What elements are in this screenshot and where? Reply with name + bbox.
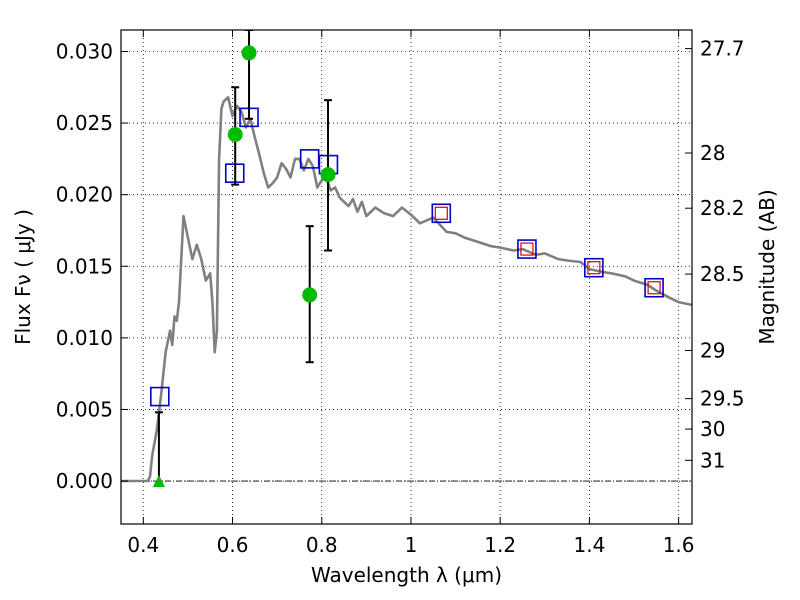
magnitude-tick-label: 30	[700, 417, 725, 441]
model-photometry-box-inner	[520, 242, 534, 256]
x-tick-label: 1.4	[573, 533, 605, 557]
y-tick-label: 0.005	[56, 397, 113, 421]
model-sed-line	[121, 96, 692, 483]
model-photometry-box	[431, 203, 452, 224]
magnitude-tick-label: 28.2	[700, 196, 745, 220]
y-tick-label: 0.010	[56, 326, 113, 350]
model-sed-layer	[121, 96, 692, 483]
model-photometry-box	[517, 239, 537, 259]
y-tick-label: 0.030	[56, 39, 113, 63]
y-tick-label: 0.000	[56, 469, 113, 493]
model-photometry-layer	[150, 107, 664, 407]
observed-point	[227, 127, 243, 143]
x-axis-ticks: 0.4 0.6 0.8 1 1.2 1.4 1.6	[127, 30, 695, 557]
magnitude-axis-ticks: 27.7 28 28.2 28.5 29 29.5 30 31	[685, 37, 745, 472]
y-tick-label: 0.020	[56, 183, 113, 207]
plot-frame	[120, 29, 693, 525]
magnitude-tick-label: 28	[700, 141, 725, 165]
x-axis-title: Wavelength λ (μm)	[311, 563, 502, 587]
magnitude-tick-label: 29.5	[700, 387, 745, 411]
model-photometry-box	[644, 277, 664, 298]
observed-point	[302, 287, 318, 303]
magnitude-tick-label: 28.5	[700, 262, 745, 286]
y-tick-label: 0.015	[56, 254, 113, 278]
magnitude-tick-label: 29	[700, 338, 725, 362]
x-tick-label: 1	[405, 533, 418, 557]
y-axis-ticks: 0.000 0.005 0.010 0.015 0.020 0.025 0.030	[56, 39, 128, 493]
model-photometry-box-inner	[647, 281, 661, 295]
y-axis-title: Flux Fν ( μJy )	[11, 209, 35, 345]
observed-point	[241, 45, 257, 61]
magnitude-tick-label: 27.7	[700, 37, 745, 61]
y-tick-label: 0.025	[56, 111, 113, 135]
model-photometry-box	[584, 257, 604, 278]
model-photometry-box-inner	[587, 261, 601, 275]
observed-point	[320, 167, 336, 183]
x-tick-label: 1.6	[663, 533, 695, 557]
model-photometry-box	[150, 386, 170, 407]
model-photometry-box-inner	[434, 206, 448, 220]
observed-photometry-layer	[152, 30, 336, 488]
x-tick-label: 0.8	[306, 533, 338, 557]
x-tick-label: 0.6	[217, 533, 249, 557]
x-tick-label: 0.4	[127, 533, 159, 557]
x-tick-label: 1.2	[484, 533, 516, 557]
magnitude-axis-title: Magnitude (AB)	[755, 189, 779, 344]
magnitude-tick-label: 31	[700, 448, 725, 472]
upper-limit-marker	[152, 475, 165, 488]
